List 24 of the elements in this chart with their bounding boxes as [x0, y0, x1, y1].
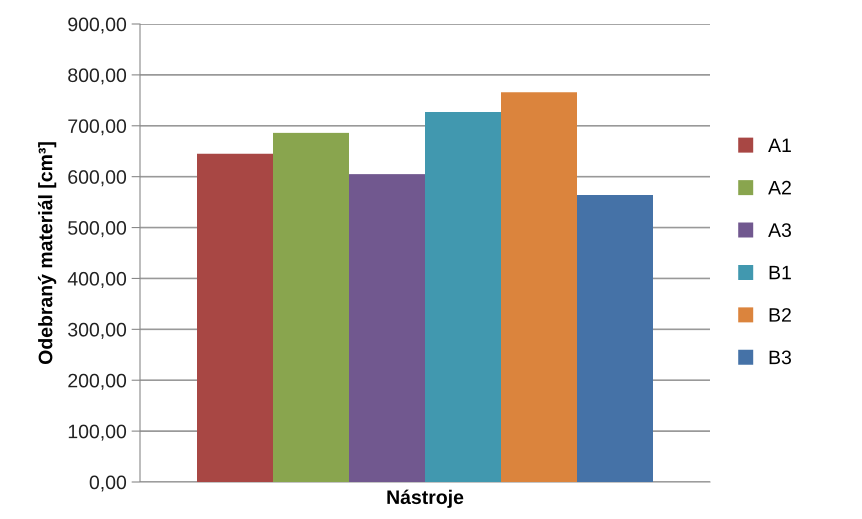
y-tick-label: 400,00: [68, 272, 126, 288]
x-axis-title: Nástroje: [387, 490, 464, 508]
y-tick-label: 100,00: [68, 424, 126, 441]
y-tick-label: 900,00: [68, 17, 126, 34]
legend-label: B3: [770, 350, 791, 364]
legend-label: A1: [768, 138, 791, 152]
legend-label: A3: [768, 223, 791, 238]
y-tick-label: 200,00: [68, 374, 126, 390]
legend-label: B2: [770, 308, 791, 322]
legend-label: A2: [768, 180, 791, 194]
y-tick-label: 600,00: [68, 170, 126, 186]
legend-label: B1: [770, 266, 791, 280]
bar: [501, 92, 577, 482]
y-tick-label: 700,00: [68, 119, 126, 136]
y-tick-label: 300,00: [68, 322, 126, 339]
y-tick-label: 800,00: [68, 68, 126, 84]
y-axis-title: Odebraný materiál [cm³]: [38, 142, 56, 364]
bar: [197, 154, 273, 482]
bar: [273, 132, 349, 482]
y-tick-label: 500,00: [68, 221, 126, 238]
y-tick-label: 0,00: [90, 475, 126, 492]
bar: [425, 112, 501, 482]
bar: [577, 194, 653, 482]
bar: [349, 174, 425, 482]
